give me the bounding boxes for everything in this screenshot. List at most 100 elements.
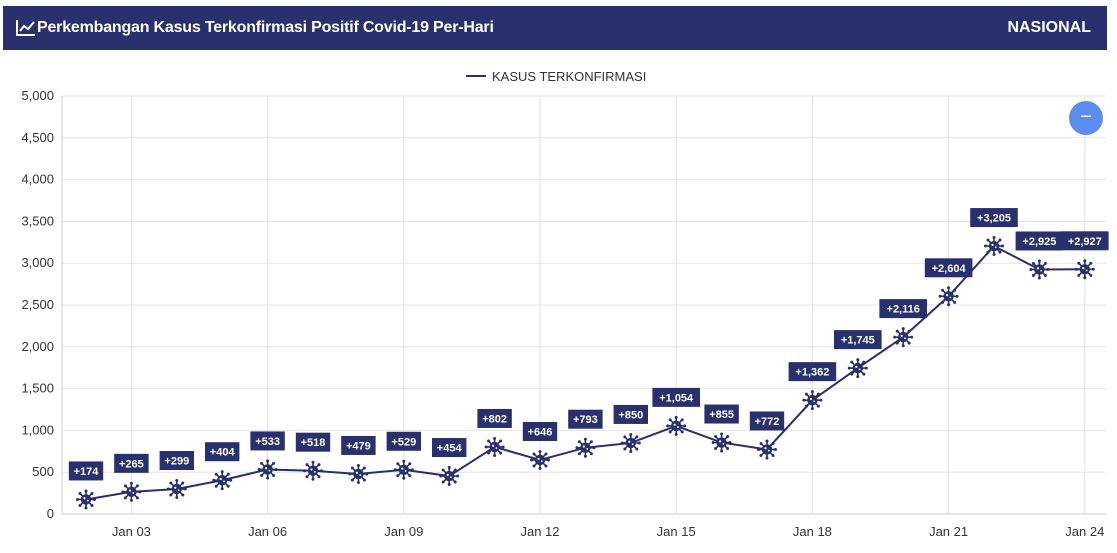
- virus-spike-tip: [802, 398, 806, 402]
- virus-body: [988, 240, 1000, 252]
- virus-spike-tip: [668, 430, 672, 434]
- virus-spike-tip: [683, 424, 687, 428]
- virus-marker-icon: [439, 466, 460, 487]
- data-label: +802: [482, 413, 507, 425]
- virus-dot: [174, 486, 177, 489]
- virus-spike-tip: [123, 484, 127, 488]
- virus-spike-tip: [447, 466, 451, 470]
- virus-spike-tip: [272, 461, 276, 465]
- virus-spike-tip: [998, 250, 1002, 254]
- virus-marker-icon: [1074, 259, 1095, 280]
- virus-spike-tip: [311, 477, 315, 481]
- virus-body: [625, 437, 636, 449]
- virus-spike-tip: [317, 463, 321, 467]
- data-label-box: [749, 411, 785, 431]
- virus-spike-tip: [620, 441, 624, 445]
- virus-spike-tip: [175, 479, 179, 483]
- virus-body: [898, 331, 909, 343]
- virus-dot: [492, 444, 495, 447]
- virus-spike-tip: [986, 238, 990, 242]
- virus-spike-tip: [484, 445, 488, 449]
- data-label: +2,604: [932, 263, 967, 275]
- virus-spike-tip: [986, 250, 990, 254]
- virus-spike-tip: [93, 497, 96, 501]
- virus-spike-tip: [220, 470, 224, 474]
- virus-dot: [904, 337, 906, 340]
- data-label: +404: [210, 447, 236, 459]
- virus-spike-tip: [577, 440, 581, 444]
- chart-title: Perkembangan Kasus Terkonfirmasi Positif…: [37, 19, 494, 36]
- virus-spike-tip: [774, 447, 777, 451]
- virus-spike-tip: [129, 498, 133, 502]
- virus-spike-tip: [938, 294, 942, 298]
- virus-spike-tip: [810, 407, 814, 411]
- virus-spike-tip: [998, 238, 1002, 242]
- virus-dot: [677, 426, 679, 428]
- virus-spike-tip: [819, 398, 823, 402]
- virus-spike-tip: [941, 300, 945, 304]
- virus-spike-tip: [1091, 267, 1095, 271]
- virus-spike-tip: [1083, 276, 1087, 280]
- x-tick-label: Jan 15: [657, 524, 696, 539]
- virus-spike-tip: [78, 491, 82, 495]
- y-tick-label: 3,000: [21, 255, 54, 270]
- virus-spike-tip: [356, 480, 360, 484]
- virus-spike-tip: [396, 474, 400, 478]
- virus-dot: [628, 440, 631, 443]
- virus-body: [80, 494, 92, 505]
- line-chart-icon: [16, 20, 35, 36]
- data-label: +850: [618, 409, 643, 421]
- virus-dot: [310, 468, 313, 471]
- chart-header: Perkembangan Kasus Terkonfirmasi Positif…: [3, 6, 1107, 50]
- virus-dot: [401, 467, 404, 470]
- virus-dot: [265, 467, 268, 470]
- virus-spike-tip: [181, 493, 185, 497]
- virus-spike-tip: [544, 464, 548, 468]
- virus-spike-tip: [711, 441, 715, 445]
- virus-spike-tip: [804, 392, 808, 396]
- data-label: +772: [755, 416, 780, 428]
- legend-label: KASUS TERKONFIRMASI: [492, 69, 646, 84]
- virus-spike-tip: [169, 481, 173, 485]
- virus-spike-tip: [759, 441, 763, 445]
- virus-spike-tip: [226, 484, 230, 488]
- data-label-box: [295, 432, 331, 452]
- virus-spike-tip: [583, 437, 587, 441]
- virus-spike-tip: [953, 288, 957, 292]
- virus-spike-tip: [901, 344, 905, 348]
- data-label-box: [788, 362, 837, 382]
- virus-dot: [1040, 269, 1043, 272]
- series-line: [85, 244, 1085, 501]
- x-tick-label: Jan 12: [520, 524, 559, 539]
- virus-dot: [946, 294, 949, 297]
- y-tick-label: 1,000: [21, 422, 54, 437]
- virus-dot: [809, 397, 813, 401]
- virus-body: [761, 444, 773, 455]
- virus-spike-tip: [408, 474, 412, 478]
- virus-spike-tip: [635, 435, 639, 439]
- virus-body: [307, 465, 319, 476]
- virus-dot: [991, 243, 994, 246]
- virus-dot: [223, 480, 225, 483]
- data-label: +265: [119, 458, 144, 470]
- virus-spike-tip: [90, 503, 94, 507]
- virus-spike-tip: [941, 288, 945, 292]
- virus-body: [353, 468, 364, 480]
- virus-spike-tip: [439, 474, 443, 478]
- virus-spike-tip: [214, 472, 218, 476]
- virus-dot: [446, 473, 449, 476]
- virus-dot: [719, 440, 722, 443]
- virus-body: [171, 483, 182, 495]
- virus-dot: [540, 460, 543, 463]
- virus-spike-tip: [402, 476, 406, 480]
- virus-dot: [177, 489, 180, 492]
- y-tick-label: 3,500: [21, 213, 54, 228]
- virus-dot: [1036, 267, 1039, 270]
- virus-spike-tip: [396, 462, 400, 466]
- virus-spike-tip: [447, 483, 451, 487]
- virus-spike-tip: [78, 503, 82, 507]
- zoom-out-button[interactable]: −: [1069, 101, 1103, 135]
- virus-body: [534, 454, 546, 466]
- virus-spike-tip: [804, 404, 808, 408]
